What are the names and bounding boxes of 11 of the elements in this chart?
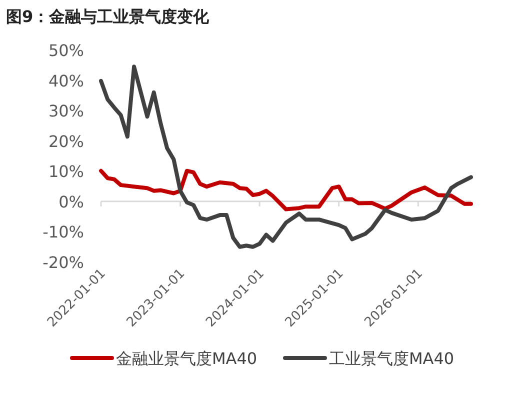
y-tick-label: 0% <box>58 192 84 212</box>
y-tick-label: 20% <box>48 132 84 151</box>
y-tick-label: -20% <box>42 253 84 272</box>
legend-label: 金融业景气度MA40 <box>116 349 258 368</box>
y-tick-label: 40% <box>48 71 84 90</box>
y-tick-label: 30% <box>48 102 84 121</box>
y-tick-label: -10% <box>42 222 84 242</box>
y-tick-label: 10% <box>48 162 84 182</box>
y-tick-label: 50% <box>48 41 84 60</box>
chart-title: 图9：金融与工业景气度变化 <box>6 7 210 26</box>
legend-label: 工业景气度MA40 <box>329 349 454 368</box>
